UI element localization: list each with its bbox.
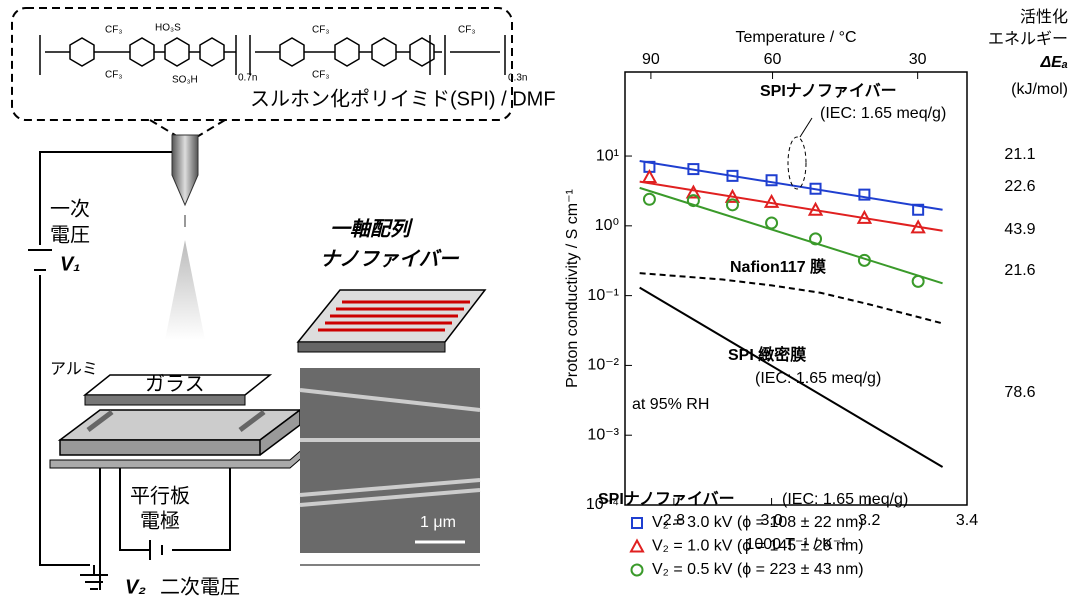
formula-label: 0.3n [508,73,527,84]
formula-label: HO₃S [155,23,181,34]
x2-tick-label: 30 [909,51,927,68]
marker [766,217,777,228]
formula-label: CF₃ [458,25,475,36]
formula-label: CF₃ [105,25,122,36]
legend-marker [632,518,642,528]
legend-label: V₂ = 3.0 kV (ϕ = 108 ± 22 nm) [652,514,864,531]
battery-v2 [150,540,162,560]
label: V₁ [60,253,80,275]
y-tick-label: 10⁻² [587,357,619,374]
series-label: Nafion117 膜 [730,258,826,276]
x-tick-label: 3.4 [956,512,978,529]
ea-title: (kJ/mol) [1011,81,1068,98]
legend-title: SPIナノファイバー [598,490,735,508]
label: 一次 [50,197,90,220]
ea-title: エネルギー [988,30,1068,48]
ea-title: 活性化 [1020,8,1068,26]
line [640,273,943,323]
polymer-label: スルホン化ポリイミド(SPI) / DMF [250,87,556,110]
x2-tick-label: 90 [642,51,660,68]
x2-axis-label: Temperature / °C [735,29,856,46]
marker [644,194,655,205]
ea-title: ΔEₐ [1039,54,1068,71]
y-tick-label: 10⁰ [595,217,619,234]
ea-value: 21.1 [1004,146,1035,163]
legend-label: V₂ = 0.5 kV (ϕ = 223 ± 43 nm) [652,561,864,578]
label: 平行板 [130,484,190,507]
series-label: SPI 緻密膜 [728,345,806,364]
battery-v1 [28,250,52,270]
figure: スルホン化ポリイミド(SPI) / DMF CF₃ CF₃ HO₃S SO₃H … [0,0,1070,601]
label: ガラス [145,372,205,395]
label: 一軸配列 [330,217,414,240]
line [640,182,943,231]
annotation: (IEC: 1.65 meq/g) [820,105,946,122]
label: ナノファイバー [320,248,460,270]
legend-label: V₂ = 1.0 kV (ϕ = 145 ± 29 nm) [652,538,864,555]
label: 二次電圧 [160,575,240,598]
ea-value: 43.9 [1004,221,1035,238]
substrate-side [298,342,445,352]
legend-marker [632,565,643,576]
label: 電圧 [50,224,90,246]
formula-label: SO₃H [172,75,198,86]
annotation: SPIナノファイバー [760,82,897,100]
y-tick-label: 10¹ [596,147,619,164]
y-axis-label: Proton conductivity / S cm⁻¹ [564,189,581,388]
pointer [800,118,812,137]
y-tick-label: 10⁻³ [587,426,619,443]
annotation: (IEC: 1.65 meq/g) [755,370,881,387]
label: V₂ [125,576,146,598]
scale-label: 1 μm [420,514,456,531]
annotation: at 95% RH [632,396,709,413]
formula-label: CF₃ [105,70,122,81]
label: アルミ [50,361,98,378]
spray [165,240,205,340]
label: 電極 [140,509,180,532]
formula-label: CF₃ [312,25,329,36]
legend-subtitle: (IEC: 1.65 meq/g) [782,491,908,508]
needle [172,135,198,205]
y-tick-label: 10⁻¹ [587,287,619,304]
diagram: スルホン化ポリイミド(SPI) / DMF CF₃ CF₃ HO₃S SO₃H … [12,8,556,598]
highlight [788,137,806,189]
formula-label: 0.7n [238,73,257,84]
formula-label: CF₃ [312,70,329,81]
ea-value: 21.6 [1004,262,1035,279]
ea-value: 22.6 [1004,178,1035,195]
legend-marker [631,541,643,552]
ground [80,565,108,589]
ea-value: 78.6 [1004,384,1035,401]
aluminum [85,395,245,405]
x2-tick-label: 60 [764,51,782,68]
